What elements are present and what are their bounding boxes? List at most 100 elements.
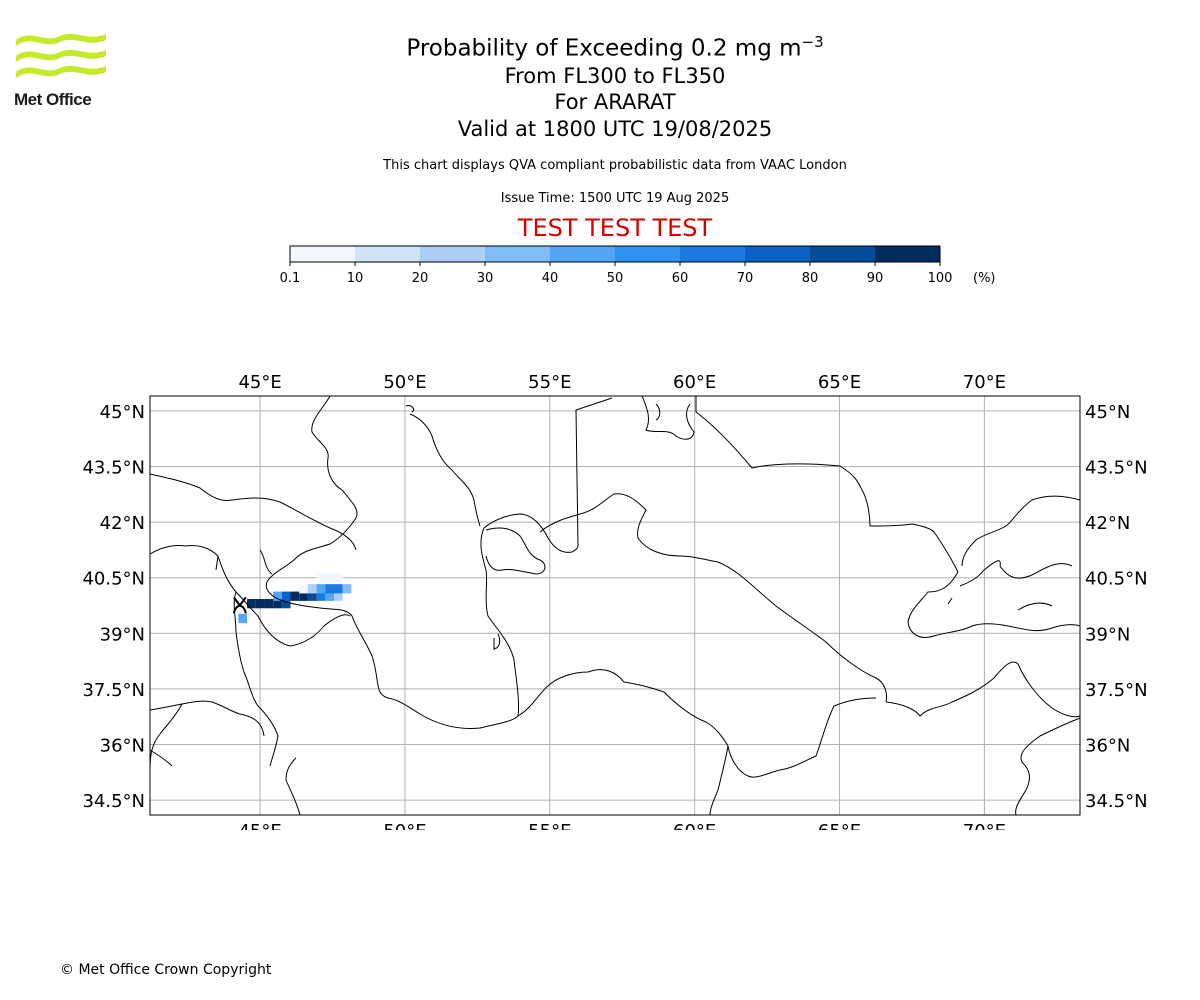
lat-label-right: 37.5°N <box>1085 680 1148 701</box>
valid-time: Valid at 1800 UTC 19/08/2025 <box>457 117 773 141</box>
volcano-marker <box>232 596 247 614</box>
colorbar-segment <box>810 246 876 262</box>
plume-cell <box>273 599 282 609</box>
map-frame <box>149 395 1081 816</box>
plume-cell <box>273 591 282 601</box>
issue-time: Issue Time: 1500 UTC 19 Aug 2025 <box>500 191 730 206</box>
colorbar-segment <box>745 246 811 262</box>
lon-label-bottom: 65°E <box>818 821 861 830</box>
plume-cell <box>342 584 352 594</box>
plume-cell <box>281 599 291 609</box>
coastlines-borders <box>149 395 1081 816</box>
colorbar-segment <box>355 246 421 262</box>
plume-cell <box>247 599 256 609</box>
logo-text: Met Office <box>14 90 92 109</box>
lon-label-top: 65°E <box>818 372 861 393</box>
plume-cell <box>307 591 317 601</box>
met-office-waves-icon <box>16 33 106 78</box>
plume-cell <box>316 591 326 601</box>
colorbar-segment <box>485 246 551 262</box>
colorbar-tick-label: 40 <box>542 271 559 286</box>
volcano-icon <box>232 596 247 614</box>
caspian-north-coast <box>405 405 481 527</box>
colorbar-segment <box>875 246 941 262</box>
copyright: © Met Office Crown Copyright <box>60 962 272 978</box>
plume-cell <box>238 613 248 624</box>
turkmen-south-border <box>517 669 877 778</box>
lat-label-right: 40.5°N <box>1085 569 1148 590</box>
armenia-azerbaijan <box>235 549 351 647</box>
plume-cell <box>333 573 343 583</box>
lat-label-left: 43.5°N <box>82 457 145 478</box>
lon-label-bottom: 45°E <box>238 821 281 830</box>
lat-label-right: 45°N <box>1085 402 1130 423</box>
kara-bogaz-gol <box>485 527 546 575</box>
plume-cell <box>333 591 343 601</box>
lat-label-left: 45°N <box>100 402 145 423</box>
lon-label-top: 50°E <box>383 372 426 393</box>
lon-label-top: 70°E <box>963 372 1006 393</box>
colorbar-segment <box>420 246 486 262</box>
plume-cell <box>325 591 334 601</box>
lon-label-top: 55°E <box>528 372 571 393</box>
volcano-name: For ARARAT <box>554 90 676 114</box>
probability-map: 45°E 45°E 50°E 50°E 55°E 55°E 60°E 60°E 65°E 65°E… <box>82 372 1148 830</box>
colorbar-tick-label: 80 <box>802 271 819 286</box>
lat-label-right: 36°N <box>1085 736 1130 757</box>
plume-cell <box>299 584 308 594</box>
met-office-logo: Met Office <box>14 28 108 112</box>
colorbar-tick-label: 90 <box>867 271 884 286</box>
plume-cell <box>255 599 265 609</box>
kyrgyz-north-border <box>961 495 1081 567</box>
colorbar-segment <box>615 246 681 262</box>
lon-label-bottom: 50°E <box>383 821 426 830</box>
colorbar-tick-label: 70 <box>737 271 754 286</box>
colorbar-segment <box>550 246 616 262</box>
tajik-kyrgyz-border <box>907 571 1081 638</box>
probability-colorbar: 0.1 10 20 30 40 50 60 70 80 90 100 (%) <box>280 245 996 286</box>
lon-label-top: 60°E <box>673 372 716 393</box>
title-exponent: −3 <box>801 33 824 51</box>
colorbar-tick-label: 60 <box>672 271 689 286</box>
afghanistan-border <box>709 745 729 816</box>
colorbar-unit: (%) <box>973 271 996 286</box>
lon-label-top: 45°E <box>238 372 281 393</box>
colorbar-tick-label: 100 <box>928 271 953 286</box>
persian-coast <box>149 749 173 767</box>
chart-title: Probability of Exceeding 0.2 mg m−3 <box>315 26 915 65</box>
colorbar-tick-label: 0.1 <box>280 271 300 286</box>
plume-cell <box>290 591 300 601</box>
test-banner: TEST TEST TEST <box>517 214 713 242</box>
lon-label-bottom: 55°E <box>528 821 571 830</box>
plume-cell <box>281 591 291 601</box>
iraq-border <box>149 703 301 816</box>
ferghana-valley <box>947 560 1073 611</box>
afghan-tajik-border <box>885 661 1081 718</box>
pakistan-border <box>1015 717 1081 816</box>
colorbar-tick-label: 30 <box>477 271 494 286</box>
ash-plume <box>238 573 352 624</box>
colorbar-tick-label: 20 <box>412 271 429 286</box>
aral-sea <box>641 395 695 440</box>
kazakhstan-border <box>575 396 959 573</box>
title-text: Probability of Exceeding 0.2 mg m <box>406 35 802 62</box>
plume-cell <box>264 599 274 609</box>
plume-cell <box>316 584 326 594</box>
lat-label-left: 39°N <box>100 624 145 645</box>
level-range: From FL300 to FL350 <box>504 64 726 88</box>
graticule <box>150 396 1080 815</box>
lat-label-right: 39°N <box>1085 624 1130 645</box>
iran-northwest <box>149 591 279 767</box>
plume-cell <box>333 584 343 594</box>
turkmen-uzbek-border <box>539 493 887 703</box>
caspian-east-inlet <box>493 633 501 650</box>
chart-description: This chart displays QVA compliant probab… <box>383 158 847 173</box>
lon-label-bottom: 60°E <box>673 821 716 830</box>
plume-cell <box>325 573 334 583</box>
caucasus-north <box>149 473 357 551</box>
plume-cell <box>316 573 326 583</box>
lat-label-left: 36°N <box>100 736 145 757</box>
lat-label-right: 34.5°N <box>1085 791 1148 812</box>
colorbar-tick-label: 50 <box>607 271 624 286</box>
lat-label-left: 42°N <box>100 513 145 534</box>
